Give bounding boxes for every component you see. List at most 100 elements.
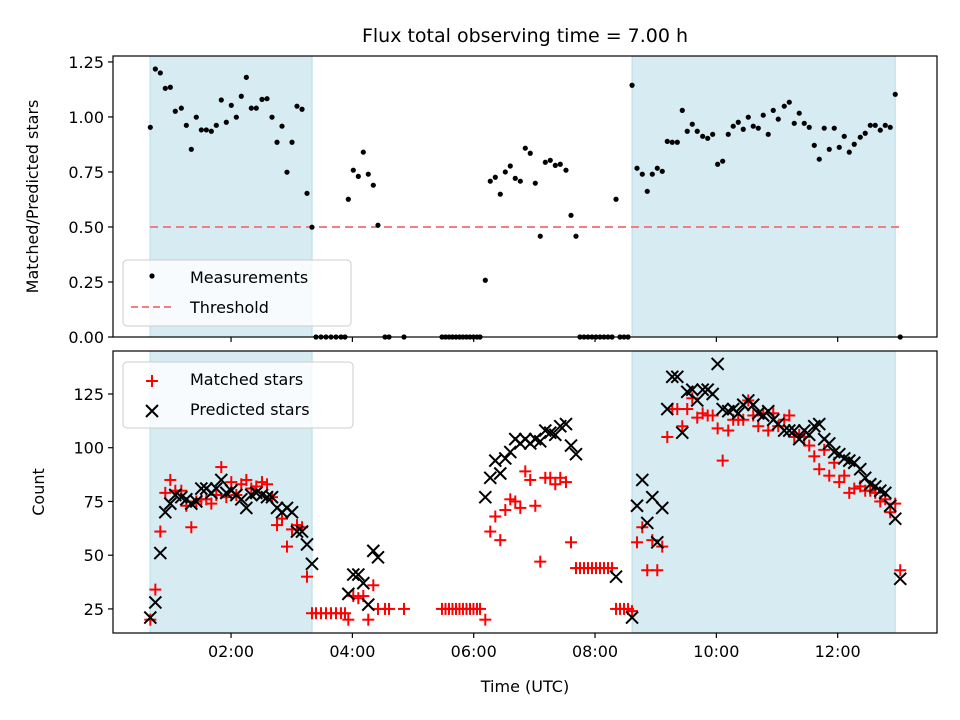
matched-star-point [474, 602, 487, 615]
matched-star-point [144, 613, 157, 626]
matched-star-point [149, 583, 162, 596]
predicted-star-point [812, 417, 826, 431]
measurement-point [629, 82, 635, 88]
predicted-star-point [285, 505, 299, 519]
predicted-star-point [153, 546, 168, 560]
x-stroke-b [249, 486, 263, 500]
predicted-star-point [690, 393, 704, 408]
x-stroke-b [239, 501, 254, 515]
x-stroke-b [356, 576, 371, 590]
matched-star-point [519, 465, 532, 478]
measurement-point [517, 178, 523, 184]
predicted-star-point [822, 436, 836, 451]
matched-star-point [651, 564, 664, 577]
x-stroke-b [655, 501, 669, 515]
matched-star-point [484, 525, 497, 538]
predicted-star-point [640, 516, 654, 530]
matched-star-point [338, 607, 351, 620]
x-stroke-b [751, 406, 765, 421]
predicted-star-point [483, 471, 497, 485]
x-stroke-b [665, 370, 679, 384]
measurement-point [172, 108, 178, 114]
measurement-point [740, 126, 746, 132]
measurement-point [304, 190, 310, 196]
x-stroke-b [842, 453, 856, 468]
matched-star-point [833, 476, 846, 489]
x-stroke-b [822, 436, 836, 451]
matched-star-point [398, 602, 411, 615]
x-stroke-b [645, 490, 660, 504]
x-stroke-b [209, 481, 224, 496]
matched-star-point [722, 424, 735, 437]
matched-star-point [494, 534, 507, 547]
top-legend-box [122, 259, 352, 327]
x-stroke-b [690, 393, 704, 408]
matched-star-point [362, 613, 375, 626]
measurement-point [659, 168, 665, 174]
x-stroke-b [640, 516, 654, 530]
matched-star-point [529, 499, 542, 512]
x-stroke-b [143, 610, 158, 625]
predicted-star-point [625, 610, 639, 625]
measurement-point [679, 107, 685, 113]
matched-star-point [838, 469, 851, 482]
measurement-point [791, 120, 797, 126]
y-tick-label: 50 [84, 546, 104, 565]
matched-star-point [499, 504, 512, 517]
matched-star-point [706, 409, 719, 422]
predicted-star-point [488, 453, 503, 468]
count-panel: 02:00 04:00 06:00 08:00 10:00 12:00 25 50 75 100… [29, 350, 938, 696]
matched-star-point [716, 454, 729, 467]
matched-stars-points [144, 392, 907, 626]
measurement-point [487, 178, 493, 184]
predicted-star-point [609, 569, 623, 584]
measurement-point [745, 114, 751, 120]
predicted-star-point [792, 432, 806, 446]
measurement-point [228, 102, 234, 108]
x-stroke-b [168, 488, 183, 502]
measurement-point [547, 157, 553, 163]
predicted-star-point [478, 490, 493, 504]
measurement-point [755, 125, 761, 131]
x-axis-label: Time (UTC) [480, 677, 569, 696]
measurement-point [259, 96, 265, 102]
predicted-star-point [239, 501, 254, 515]
top-axes-frame [112, 55, 938, 338]
matched-star-point [565, 536, 578, 549]
legend-label-predicted: Predicted stars [190, 400, 310, 419]
measurement-point [669, 139, 675, 145]
predicted-star-point [660, 402, 674, 416]
x-stroke-b [625, 610, 639, 625]
predicted-star-point [148, 595, 163, 610]
measurement-point [274, 139, 280, 145]
measurement-point [862, 130, 868, 136]
measurement-point [867, 122, 873, 128]
predicted-star-point [630, 499, 644, 513]
measurement-point [264, 96, 270, 102]
predicted-star-point [853, 462, 867, 476]
measurement-point [700, 133, 706, 139]
x-stroke-b [194, 481, 209, 496]
measurement-point [552, 162, 558, 168]
predicted-star-point [351, 567, 366, 582]
predicted-star-point [670, 370, 685, 384]
predicted-star-point [665, 370, 679, 384]
y-tick-label: 1.25 [68, 53, 104, 72]
y-tick-label: 25 [84, 600, 104, 619]
measurement-point [634, 165, 640, 171]
measurement-point [846, 149, 852, 155]
matched-star-point [813, 463, 826, 476]
matched-star-point [509, 495, 522, 508]
measurement-point [811, 142, 817, 148]
matched-star-point [544, 471, 557, 484]
measurement-point [269, 114, 275, 120]
measurement-point [725, 131, 731, 137]
y-tick-label: 1.00 [68, 108, 104, 127]
measurement-point [213, 122, 219, 128]
y-tick-label: 75 [84, 492, 104, 511]
matched-star-point [681, 403, 694, 416]
x-stroke-b [290, 524, 304, 539]
x-stroke-b [878, 486, 892, 500]
x-stroke-b [559, 417, 573, 431]
measurement-point [806, 124, 812, 130]
